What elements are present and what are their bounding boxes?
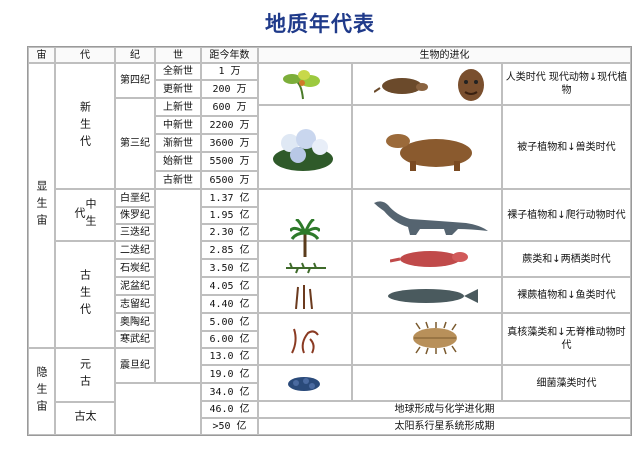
picture-cell	[258, 63, 352, 105]
header-evolution: 生物的进化	[258, 47, 631, 63]
evolution-mesozoic: 裸子植物和↓爬行动物时代	[502, 189, 631, 241]
era-archean: 太古	[55, 402, 115, 435]
period-silurian: 志留纪	[115, 295, 155, 313]
mole-icon	[374, 78, 428, 94]
fish-icon	[388, 289, 478, 303]
period-permian: 二迭纪	[115, 241, 155, 259]
picture-cell	[258, 277, 352, 313]
period-carboniferous: 石炭纪	[115, 259, 155, 277]
period-blank	[115, 383, 201, 435]
period-ordovician: 奥陶纪	[115, 313, 155, 331]
page-title: 地质年代表	[265, 12, 375, 36]
human-face-icon	[458, 69, 484, 101]
epoch-paleocene: 古新世	[155, 171, 201, 189]
epoch-eocene: 始新世	[155, 152, 201, 171]
evolution-tertiary: 被子植物和↓兽类时代	[502, 105, 631, 189]
picture-cell	[352, 241, 502, 277]
epoch-pliocene: 上新世	[155, 98, 201, 116]
trilobite-icon	[413, 321, 457, 355]
picture-cell	[352, 105, 502, 189]
algae-icon	[288, 377, 320, 391]
period-cretaceous: 白垩纪	[115, 189, 155, 207]
eon-phanerozoic: 显生宙	[28, 63, 55, 348]
header-era: 代	[55, 47, 115, 63]
age-value: 4.05 亿	[201, 277, 258, 295]
age-value: 34.0 亿	[201, 383, 258, 401]
era-proterozoic: 元古	[55, 348, 115, 402]
amphibian-icon	[390, 251, 468, 267]
age-value: 4.40 亿	[201, 295, 258, 313]
orchid-icon	[283, 70, 320, 100]
flowers-icon	[273, 129, 333, 171]
header-epoch: 世	[155, 47, 201, 63]
age-value: 2200 万	[201, 116, 258, 134]
geologic-time-table: 宙 代 纪 世 距今年数 生物的进化 显生宙 隐生宙 新生代 中生代 古生代 元…	[27, 46, 632, 436]
palm-icon	[290, 219, 320, 257]
age-value: 1 万	[201, 63, 258, 80]
age-value: 13.0 亿	[201, 348, 258, 365]
epoch-blank	[155, 189, 201, 383]
age-value: 2.30 亿	[201, 224, 258, 241]
evolution-permian-carboniferous: 蕨类和↓两栖类时代	[502, 241, 631, 277]
age-value: 3600 万	[201, 134, 258, 152]
age-value: 1.37 亿	[201, 189, 258, 207]
fern-icon	[286, 262, 326, 274]
age-value: 19.0 亿	[201, 365, 258, 383]
evolution-ordovician-sinian: 真核藻类和↓无脊椎动物时代	[502, 313, 631, 365]
age-value: 1.95 亿	[201, 207, 258, 224]
era-mesozoic: 中生代	[55, 189, 115, 241]
age-value: 5500 万	[201, 152, 258, 171]
epoch-oligocene: 渐新世	[155, 134, 201, 152]
eon-cryptozoic: 隐生宙	[28, 348, 55, 435]
era-paleozoic: 古生代	[55, 241, 115, 348]
period-devonian: 泥盆纪	[115, 277, 155, 295]
dinosaur-icon	[374, 201, 488, 235]
picture-cell	[352, 63, 502, 105]
epoch-holocene: 全新世	[155, 63, 201, 80]
mammal-icon	[386, 134, 472, 171]
picture-cell	[352, 313, 502, 365]
evolution-cenozoic-quaternary: 人类时代 现代动物↓现代植物	[502, 63, 631, 105]
epoch-miocene: 中新世	[155, 116, 201, 134]
age-value: 200 万	[201, 80, 258, 98]
period-jurassic: 侏罗纪	[115, 207, 155, 224]
plant-stalk-icon	[295, 285, 313, 309]
header-period: 纪	[115, 47, 155, 63]
earth-formation-row: 地球形成与化学进化期	[258, 401, 631, 418]
picture-cell	[352, 365, 502, 401]
picture-cell	[258, 365, 352, 401]
header-age: 距今年数	[201, 47, 258, 63]
age-value: >50 亿	[201, 418, 258, 435]
picture-cell	[258, 313, 352, 365]
era-cenozoic: 新生代	[55, 63, 115, 189]
age-value: 6.00 亿	[201, 331, 258, 348]
age-value: 2.85 亿	[201, 241, 258, 259]
age-value: 6500 万	[201, 171, 258, 189]
seaweed-icon	[291, 328, 319, 354]
picture-cell	[352, 277, 502, 313]
age-value: 3.50 亿	[201, 259, 258, 277]
period-triassic: 三迭纪	[115, 224, 155, 241]
header-eon: 宙	[28, 47, 55, 63]
evolution-proterozoic: 细菌藻类时代	[502, 365, 631, 401]
solar-system-row: 太阳系行星系统形成期	[258, 418, 631, 435]
age-value: 46.0 亿	[201, 401, 258, 418]
period-sinian: 震旦纪	[115, 348, 155, 383]
epoch-pleistocene: 更新世	[155, 80, 201, 98]
period-tertiary: 第三纪	[115, 98, 155, 189]
period-quaternary: 第四纪	[115, 63, 155, 98]
period-cambrian: 寒武纪	[115, 331, 155, 348]
picture-cell	[258, 105, 352, 189]
picture-cell	[352, 189, 502, 241]
evolution-devonian-silurian: 裸蕨植物和↓鱼类时代	[502, 277, 631, 313]
age-value: 5.00 亿	[201, 313, 258, 331]
age-value: 600 万	[201, 98, 258, 116]
